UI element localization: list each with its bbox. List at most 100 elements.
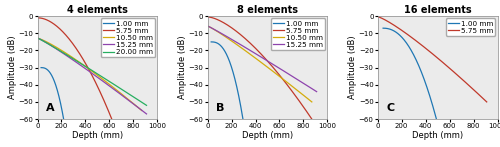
5.75 mm [440, 61, 446, 63]
5.75 mm [266, 63, 272, 64]
Text: A: A [46, 103, 54, 113]
Line: 20.00 mm: 20.00 mm [38, 39, 146, 105]
15.25 mm [206, 26, 212, 27]
15.25 mm [102, 82, 107, 83]
15.25 mm [314, 91, 320, 92]
15.25 mm [100, 80, 106, 82]
1.00 mm [412, 56, 418, 58]
10.50 mm [299, 93, 305, 95]
10.50 mm [206, 26, 212, 27]
10.50 mm [97, 76, 103, 78]
5.75 mm [376, 16, 382, 18]
Text: B: B [216, 103, 224, 113]
1.00 mm [412, 56, 418, 58]
10.50 mm [96, 76, 102, 78]
Line: 1.00 mm: 1.00 mm [211, 42, 243, 119]
10.50 mm [309, 101, 315, 103]
5.75 mm [267, 63, 273, 65]
Line: 5.75 mm: 5.75 mm [208, 17, 312, 119]
5.75 mm [97, 91, 103, 93]
10.50 mm [138, 110, 144, 111]
1.00 mm [425, 90, 431, 91]
15.25 mm [296, 80, 302, 82]
5.75 mm [79, 56, 85, 58]
Title: 8 elements: 8 elements [237, 5, 298, 15]
15.25 mm [144, 113, 150, 115]
20.00 mm [36, 38, 42, 39]
15.25 mm [270, 63, 276, 65]
20.00 mm [36, 38, 42, 40]
X-axis label: Depth (mm): Depth (mm) [412, 131, 463, 140]
5.75 mm [79, 57, 85, 59]
10.50 mm [36, 38, 42, 39]
5.75 mm [466, 85, 472, 87]
20.00 mm [100, 76, 106, 78]
5.75 mm [102, 102, 108, 103]
Legend: 1.00 mm, 5.75 mm: 1.00 mm, 5.75 mm [446, 18, 496, 36]
5.75 mm [36, 17, 42, 19]
1.00 mm [380, 27, 386, 29]
1.00 mm [412, 58, 418, 60]
Title: 16 elements: 16 elements [404, 5, 471, 15]
1.00 mm [52, 81, 58, 83]
20.00 mm [102, 77, 107, 79]
1.00 mm [227, 62, 233, 64]
5.75 mm [206, 16, 212, 18]
20.00 mm [126, 93, 132, 95]
Line: 15.25 mm: 15.25 mm [208, 26, 316, 92]
Y-axis label: Amplitude (dB): Amplitude (dB) [8, 36, 17, 99]
15.25 mm [270, 63, 276, 65]
1.00 mm [434, 118, 440, 120]
10.50 mm [129, 102, 135, 103]
5.75 mm [309, 118, 315, 120]
10.50 mm [206, 26, 212, 27]
Legend: 1.00 mm, 5.75 mm, 10.50 mm, 15.25 mm, 20.00 mm: 1.00 mm, 5.75 mm, 10.50 mm, 15.25 mm, 20… [101, 18, 155, 57]
Line: 10.50 mm: 10.50 mm [38, 39, 142, 111]
5.75 mm [80, 59, 86, 61]
15.25 mm [134, 105, 140, 107]
5.75 mm [484, 101, 490, 103]
10.50 mm [266, 68, 272, 70]
Line: 10.50 mm: 10.50 mm [208, 26, 312, 102]
1.00 mm [237, 101, 243, 103]
5.75 mm [376, 16, 382, 18]
Line: 1.00 mm: 1.00 mm [41, 68, 64, 119]
10.50 mm [269, 70, 275, 71]
15.25 mm [100, 80, 105, 82]
1.00 mm [428, 101, 434, 102]
5.75 mm [292, 95, 298, 97]
15.25 mm [126, 100, 132, 102]
Text: C: C [386, 103, 394, 113]
Y-axis label: Amplitude (dB): Amplitude (dB) [348, 36, 358, 99]
1.00 mm [52, 82, 58, 84]
10.50 mm [122, 96, 128, 98]
5.75 mm [36, 17, 42, 19]
Title: 4 elements: 4 elements [67, 5, 128, 15]
15.25 mm [36, 38, 42, 39]
Line: 1.00 mm: 1.00 mm [383, 28, 436, 119]
Legend: 1.00 mm, 5.75 mm, 10.50 mm, 15.25 mm: 1.00 mm, 5.75 mm, 10.50 mm, 15.25 mm [271, 18, 325, 50]
1.00 mm [227, 62, 233, 64]
1.00 mm [60, 118, 66, 120]
X-axis label: Depth (mm): Depth (mm) [242, 131, 293, 140]
1.00 mm [208, 41, 214, 43]
15.25 mm [36, 38, 42, 40]
1.00 mm [58, 107, 64, 109]
15.25 mm [206, 26, 212, 27]
20.00 mm [144, 105, 150, 106]
5.75 mm [206, 16, 212, 18]
10.50 mm [267, 68, 273, 70]
1.00 mm [38, 67, 44, 69]
X-axis label: Depth (mm): Depth (mm) [72, 131, 123, 140]
20.00 mm [100, 76, 105, 78]
1.00 mm [52, 81, 58, 82]
Line: 5.75 mm: 5.75 mm [378, 17, 486, 102]
15.25 mm [272, 65, 278, 66]
1.00 mm [228, 64, 234, 65]
1.00 mm [208, 41, 214, 43]
5.75 mm [474, 92, 480, 93]
5.75 mm [299, 104, 305, 106]
Y-axis label: Amplitude (dB): Amplitude (dB) [178, 36, 187, 99]
1.00 mm [380, 27, 386, 29]
Line: 15.25 mm: 15.25 mm [38, 39, 146, 114]
